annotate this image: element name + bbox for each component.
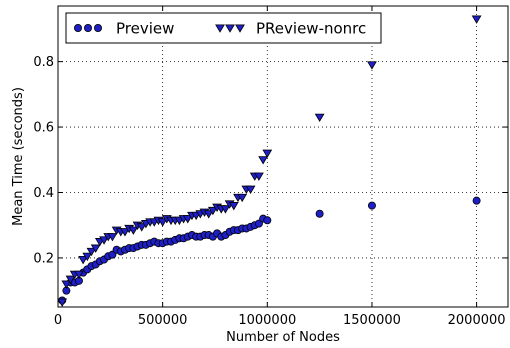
data-point-triangle — [136, 223, 147, 232]
legend-marker — [235, 24, 245, 33]
data-point-triangle — [182, 215, 193, 224]
legend-marker — [74, 23, 83, 32]
data-point-triangle — [367, 61, 377, 70]
y-tick-label: 0.2 — [33, 251, 54, 266]
y-tick-label: 0.4 — [33, 186, 54, 201]
data-point-triangle — [471, 15, 482, 24]
data-point-triangle — [314, 113, 325, 123]
data-point-triangle — [107, 233, 118, 242]
data-point-triangle — [258, 156, 269, 165]
data-point-circle — [263, 216, 272, 225]
data-point-triangle — [157, 218, 168, 227]
data-point-triangle — [207, 206, 218, 216]
data-point-triangle — [99, 236, 109, 245]
legend-label: Preview — [116, 20, 174, 38]
x-axis-label: Number of Nodes — [226, 330, 340, 345]
y-tick-label: 0.8 — [33, 55, 54, 70]
series-preview-nonrc — [57, 15, 482, 307]
grid — [57, 6, 508, 307]
x-tick-label: 1500000 — [343, 313, 401, 328]
data-point-triangle — [203, 210, 214, 219]
data-point-triangle — [120, 228, 130, 237]
plot-frame — [57, 5, 509, 308]
data-point-circle — [367, 201, 376, 210]
legend-label: PReview-nonrc — [256, 20, 366, 38]
data-point-triangle — [228, 202, 239, 211]
x-tick-label: 2000000 — [448, 313, 506, 328]
data-point-triangle — [237, 193, 248, 203]
data-point-triangle — [82, 252, 93, 262]
data-point-triangle — [57, 298, 68, 307]
legend-marker — [225, 24, 235, 33]
legend-box — [65, 12, 382, 44]
data-point-triangle — [74, 270, 84, 280]
data-point-triangle — [220, 205, 231, 214]
x-tick-label: 0 — [54, 313, 62, 328]
y-tick-label: 0.6 — [33, 121, 54, 136]
axis-ticks: 0 500000 1000000 1500000 2000000 0.2 0.4 0.6 0.8 — [33, 6, 508, 328]
data-point-triangle — [65, 275, 76, 284]
x-tick-label: 500000 — [138, 313, 188, 328]
data-point-triangle — [78, 256, 89, 265]
data-point-triangle — [128, 226, 139, 235]
data-marks — [57, 15, 482, 307]
legend-marker — [215, 24, 225, 33]
data-point-triangle — [254, 172, 264, 181]
data-point-circle — [315, 209, 324, 218]
x-tick-label: 1000000 — [238, 313, 296, 328]
legend: Preview PReview-nonrc — [65, 12, 382, 44]
data-point-triangle — [245, 185, 256, 194]
data-point-triangle — [86, 247, 97, 257]
legend-marker — [94, 23, 103, 32]
y-axis-label: Mean Time (seconds) — [11, 87, 26, 226]
data-point-triangle — [61, 280, 72, 289]
series-preview — [58, 196, 481, 305]
data-point-circle — [472, 196, 481, 205]
data-point-triangle — [262, 149, 273, 159]
data-point-triangle — [90, 244, 101, 253]
legend-marker — [84, 23, 93, 32]
